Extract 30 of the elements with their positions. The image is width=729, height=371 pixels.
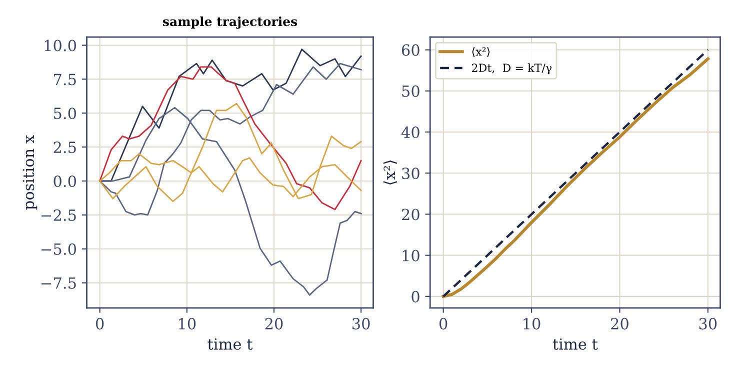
y-tick-label: −7.5: [42, 277, 76, 289]
x-tick-label: 10: [179, 318, 196, 330]
legend-label: 2Dt, D = kT/γ: [472, 63, 552, 74]
x-tick-label: 30: [352, 318, 370, 330]
x-tick-label: 30: [699, 318, 717, 330]
y-axis-title: ⟨x²⟩: [383, 160, 398, 184]
legend-label: ⟨x²⟩: [472, 47, 490, 58]
y-tick-label: 7.5: [54, 74, 76, 86]
y-tick-label: 40: [401, 126, 420, 138]
y-tick-label: 5.0: [54, 108, 76, 120]
x-tick-label: 0: [439, 318, 448, 330]
y-tick-label: 2.5: [54, 142, 76, 154]
y-tick-label: 50: [402, 85, 420, 97]
x-tick-label: 10: [524, 318, 540, 330]
y-tick-label: −5.0: [42, 243, 76, 255]
x-tick-label: 20: [265, 318, 283, 330]
y-tick-label: 10: [402, 250, 420, 262]
y-tick-label: 20: [402, 208, 420, 220]
y-tick-label: 0.0: [54, 175, 76, 188]
chart-title: sample trajectories: [162, 16, 298, 29]
y-tick-label: 0: [412, 290, 420, 302]
y-tick-label: −2.5: [42, 209, 76, 221]
y-tick-label: 30: [402, 168, 420, 180]
x-tick-label: 0: [96, 318, 104, 330]
x-axis-title: time t: [552, 338, 598, 350]
y-axis-title: position x: [22, 135, 38, 210]
y-tick-label: 60: [402, 44, 420, 56]
x-tick-label: 20: [611, 318, 628, 330]
y-tick-label: 10.0: [44, 40, 76, 52]
x-axis-title: time t: [208, 338, 253, 350]
